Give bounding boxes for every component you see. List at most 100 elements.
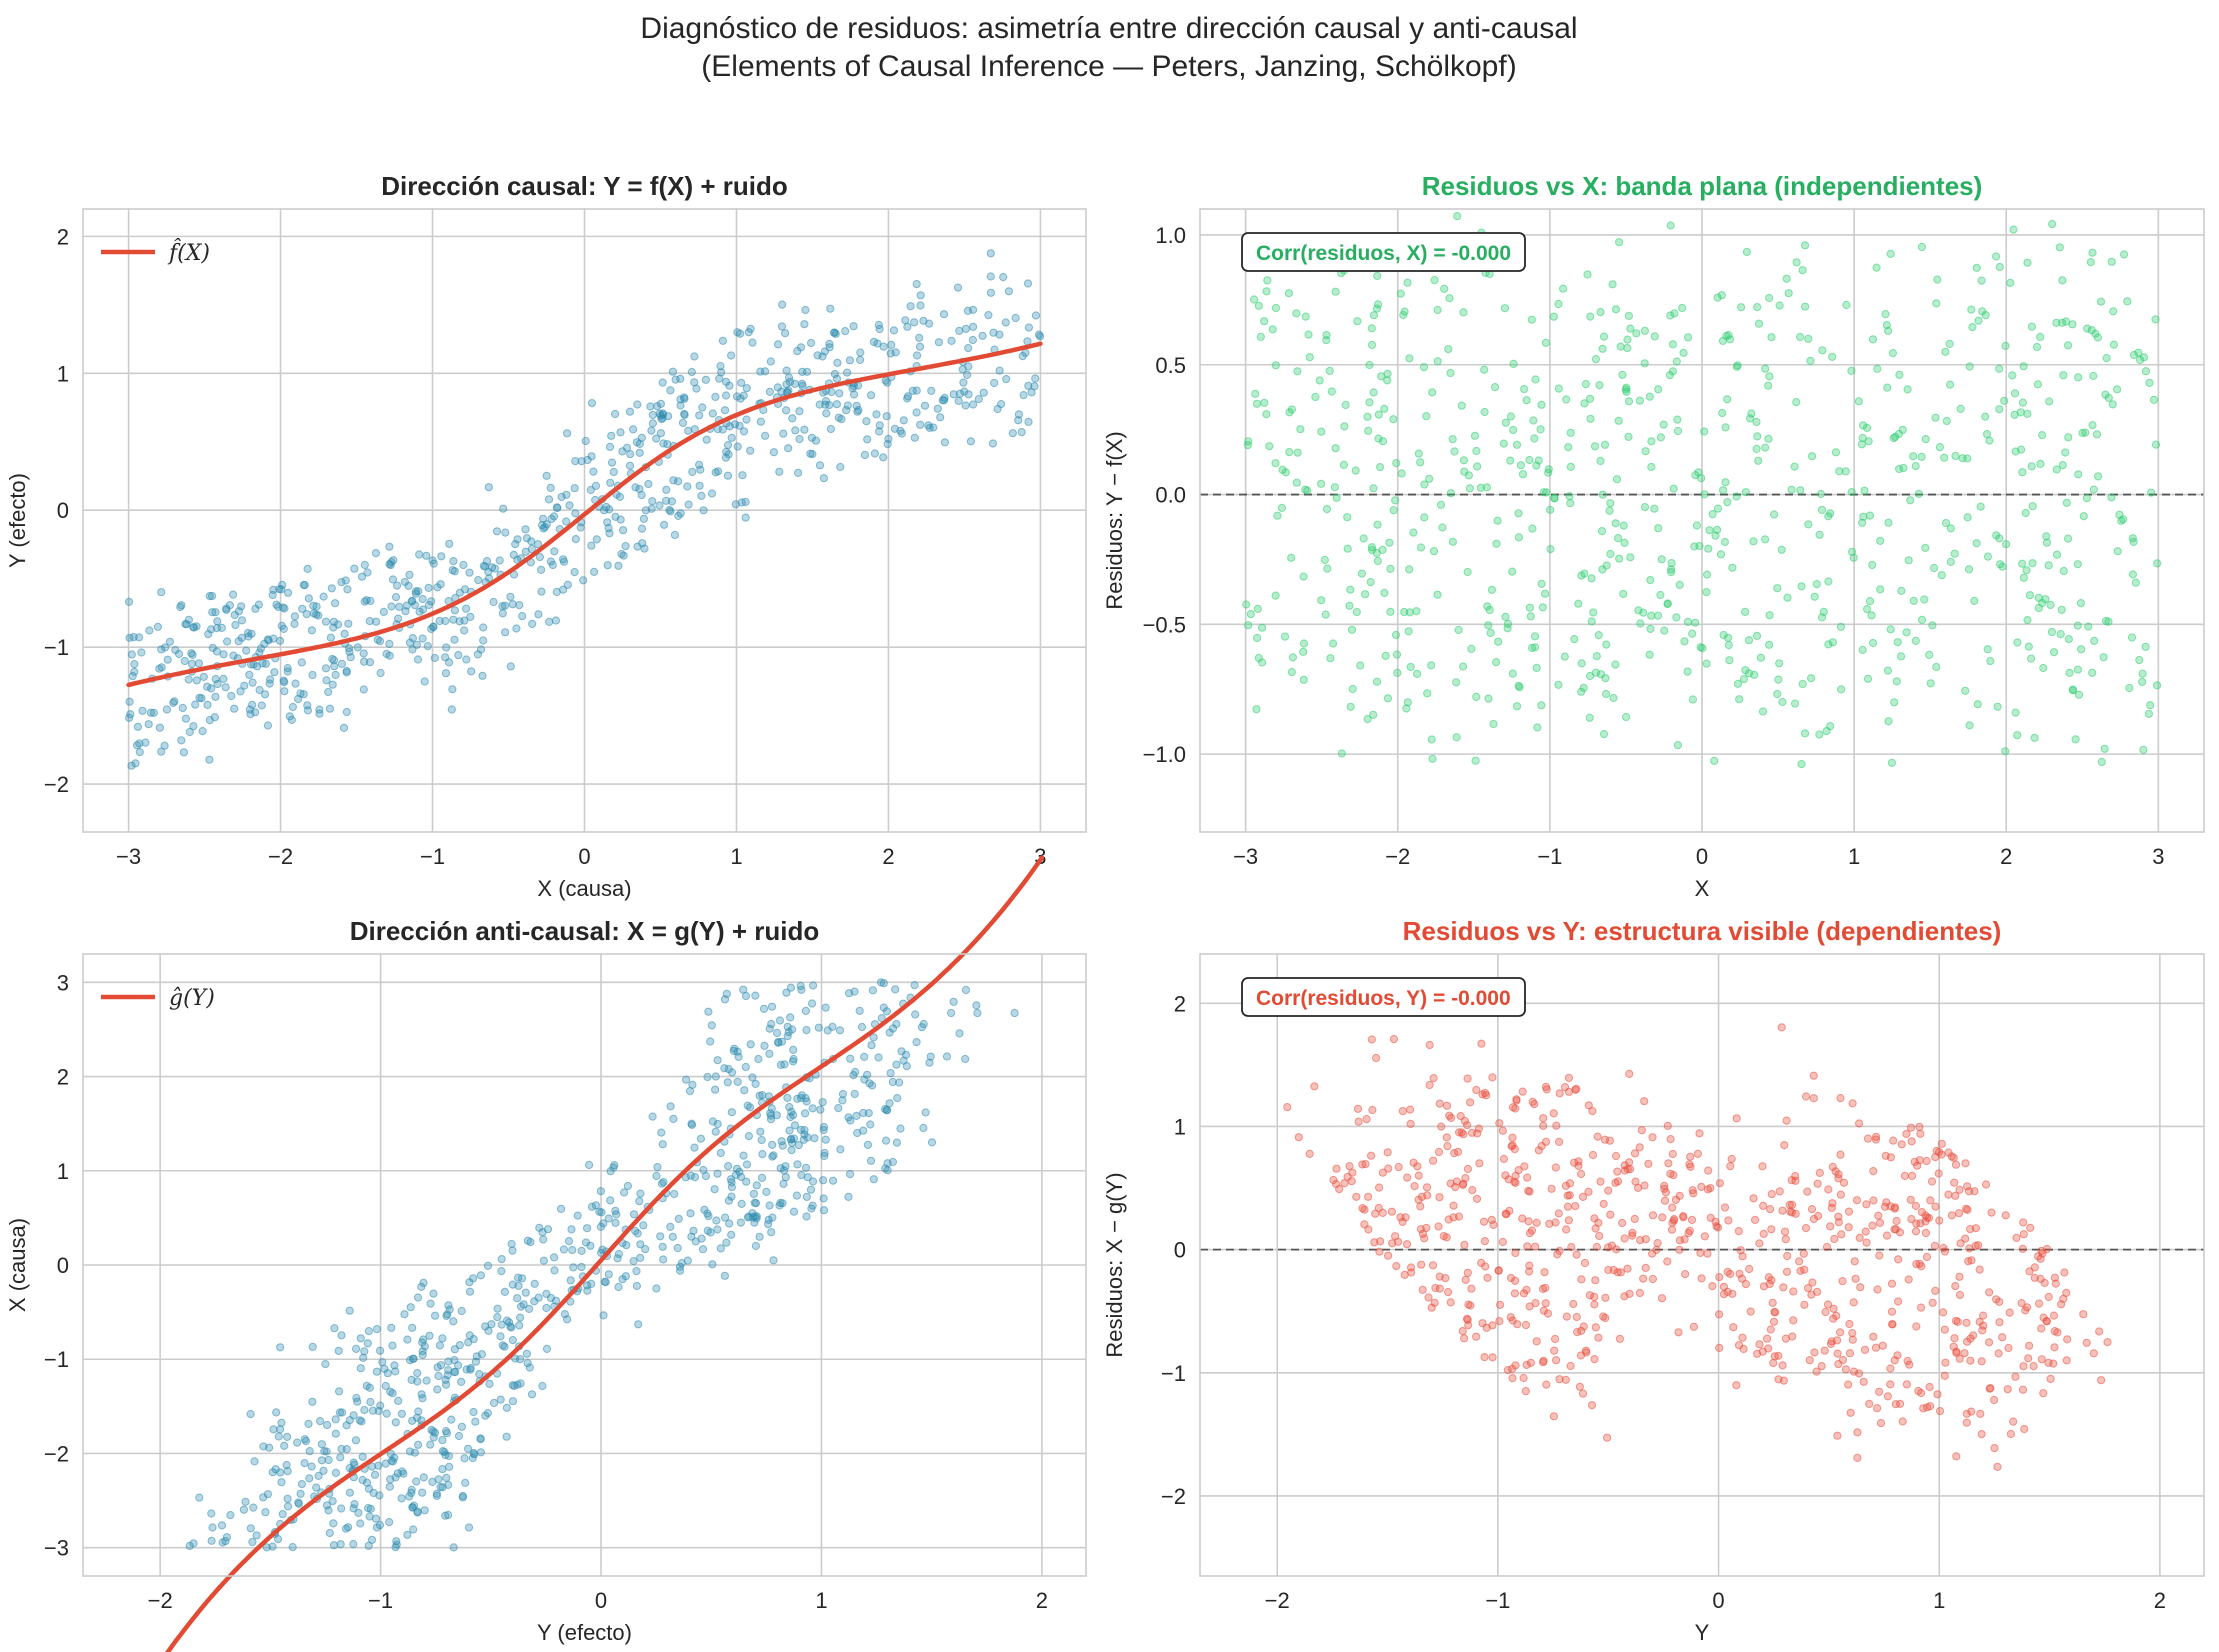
scatter-point [538, 1381, 547, 1391]
scatter-point [955, 1029, 964, 1038]
scatter-point [739, 427, 749, 436]
scatter-point [496, 1395, 505, 1404]
scatter-point [477, 1350, 486, 1359]
scatter-point [1359, 534, 1368, 543]
scatter-point [336, 1540, 345, 1549]
scatter-point [1293, 448, 1302, 457]
scatter-point [1936, 1407, 1945, 1416]
scatter-point [915, 333, 924, 342]
scatter-point [1369, 484, 1378, 493]
scatter-point [949, 997, 958, 1006]
scatter-point [341, 1524, 351, 1533]
scatter-point [1406, 662, 1415, 672]
scatter-point [1606, 549, 1615, 559]
figure-title-line-2: (Elements of Causal Inference — Peters, … [701, 50, 1516, 83]
scatter-point [614, 1282, 623, 1292]
scatter-point [1668, 1218, 1677, 1227]
scatter-point [966, 437, 976, 446]
scatter-point [507, 1239, 516, 1249]
scatter-point [720, 1064, 729, 1073]
scatter-point [1472, 1332, 1481, 1341]
scatter-point [1749, 1194, 1758, 1203]
scatter-point [656, 399, 666, 408]
scatter-point [2089, 485, 2098, 494]
x-tick-label: 0 [1696, 844, 1708, 869]
scatter-point [933, 404, 942, 413]
panel-title: Dirección anti-causal: X = g(Y) + ruido [350, 916, 820, 946]
scatter-point [386, 1387, 395, 1396]
scatter-point [1420, 480, 1429, 489]
scatter-point [1352, 1192, 1361, 1201]
scatter-point [852, 401, 861, 410]
scatter-point [420, 677, 429, 686]
scatter-point [1414, 1171, 1423, 1180]
scatter-point [678, 418, 688, 427]
scatter-point [1863, 1134, 1873, 1143]
scatter-point [779, 429, 788, 438]
scatter-point [592, 535, 601, 544]
scatter-point [1611, 660, 1620, 669]
scatter-point [1374, 434, 1383, 443]
scatter-point [250, 1457, 259, 1466]
scatter-point [1520, 1162, 1529, 1171]
scatter-point [1554, 680, 1563, 689]
scatter-point [1495, 1119, 1504, 1128]
scatter-point [619, 526, 628, 535]
scatter-point [727, 1230, 736, 1239]
scatter-point [1436, 500, 1446, 509]
scatter-point [1732, 492, 1741, 501]
scatter-point [774, 340, 783, 349]
scatter-point [1322, 505, 1332, 514]
scatter-point [1824, 577, 1833, 586]
scatter-point [176, 602, 185, 612]
scatter-point [455, 617, 464, 626]
scatter-point [1531, 1242, 1540, 1251]
scatter-point [621, 542, 630, 551]
scatter-point [1346, 585, 1355, 594]
axes-frame [1199, 953, 2205, 1577]
scatter-point [1362, 1115, 1371, 1124]
scatter-point [1579, 683, 1588, 692]
scatter-point [872, 410, 881, 419]
scatter-point [1951, 1160, 1961, 1169]
scatter-point [1406, 1119, 1415, 1129]
scatter-point [1601, 674, 1610, 683]
scatter-point [846, 1170, 855, 1179]
scatter-point [365, 658, 375, 667]
scatter-point [1460, 1334, 1469, 1343]
scatter-point [1886, 1380, 1895, 1389]
scatter-point [297, 658, 306, 667]
scatter-point [1647, 462, 1656, 472]
scatter-point [502, 1432, 511, 1441]
scatter-point [1487, 585, 1497, 594]
scatter-point [1367, 1035, 1376, 1044]
scatter-point [2009, 1417, 2018, 1426]
scatter-point [1322, 336, 1331, 345]
scatter-point [1713, 1223, 1723, 1232]
scatter-point [1906, 496, 1915, 505]
scatter-point [606, 1167, 615, 1176]
scatter-point [342, 668, 351, 677]
scatter-point [1278, 465, 1287, 474]
scatter-point [364, 1541, 373, 1550]
y-tick-label: −1 [44, 1347, 69, 1372]
scatter-point [784, 386, 793, 395]
scatter-point [859, 1126, 868, 1135]
scatter-point [1531, 1299, 1540, 1308]
scatter-point [1392, 650, 1402, 659]
scatter-point [736, 394, 745, 403]
scatter-point [879, 453, 888, 462]
scatter-point [1993, 1462, 2002, 1472]
scatter-point [676, 1266, 685, 1275]
scatter-point [1459, 456, 1469, 465]
scatter-point [1785, 1200, 1794, 1210]
scatter-point [897, 429, 906, 438]
scatter-point [785, 1102, 794, 1112]
scatter-point [2049, 1359, 2058, 1368]
scatter-point [371, 549, 380, 558]
scatter-point [1562, 1225, 1571, 1234]
scatter-point [947, 1008, 956, 1018]
scatter-point [641, 506, 651, 515]
scatter-point [2018, 1244, 2027, 1254]
